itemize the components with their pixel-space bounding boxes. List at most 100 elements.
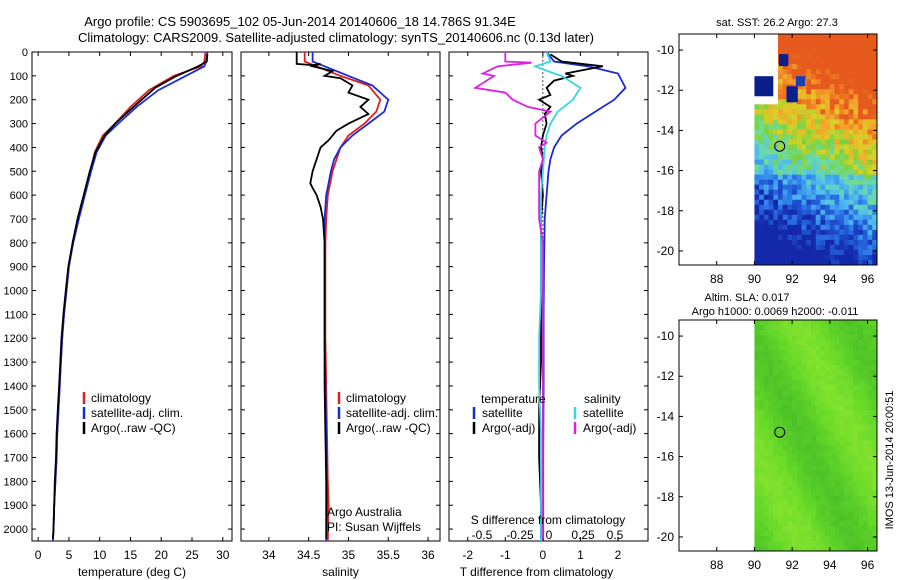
sla_map-cell: [834, 415, 840, 421]
sla_map-cell: [806, 540, 812, 547]
sst_map-cell: [801, 209, 807, 216]
sla_map-cell: [801, 420, 807, 426]
sla_map-cell: [839, 530, 845, 537]
sst_map-cell: [867, 204, 873, 211]
sst_map-cell: [768, 209, 774, 216]
sla_map-cell: [862, 450, 868, 456]
sla_map-cell: [792, 520, 798, 527]
sst_map-cell: [825, 209, 831, 216]
sst_map-cell: [792, 49, 798, 55]
sst_map-cell: [825, 129, 831, 135]
sla_map-cell: [834, 380, 840, 386]
sla_map-cell: [862, 530, 868, 537]
sst_map-cell: [778, 249, 784, 256]
sla_map-cell: [872, 420, 877, 426]
sla_map-cell: [867, 485, 873, 492]
sla_map-cell: [811, 425, 817, 431]
sst_map-cell: [848, 49, 854, 55]
sst_map-cell: [820, 99, 826, 105]
depth-tick-label: 1500: [4, 405, 28, 417]
sst_map-cell: [844, 84, 850, 90]
sla_map-cell: [815, 415, 821, 421]
sla_map-cell: [853, 475, 859, 482]
sst_map-cell: [867, 89, 873, 95]
sst_map-cell: [811, 139, 817, 145]
sla_map-cell: [815, 410, 821, 416]
sla_map-cell: [754, 435, 760, 441]
sla_map-cell: [778, 380, 784, 386]
sla_map-cell: [815, 530, 821, 537]
sst_map-cell: [811, 249, 817, 256]
sla_map-cell: [844, 470, 850, 477]
sst_map-cell: [844, 164, 850, 170]
sst_map-cell: [844, 224, 850, 231]
sst_map-cell: [872, 44, 877, 50]
sla_map-cell: [792, 505, 798, 512]
sla_map-cell: [792, 525, 798, 532]
sst_map-cell: [867, 119, 873, 125]
difference-top-tick-label: -0.25: [506, 528, 534, 542]
sst_map-cell: [829, 219, 835, 226]
sst_map-cell: [839, 189, 845, 196]
sst_map-cell: [820, 244, 826, 251]
sst_map-cell: [872, 84, 877, 90]
sla_map-cell: [759, 440, 765, 446]
sst_map-cell: [801, 59, 807, 65]
sla_map-cell: [820, 475, 826, 482]
sla_map-cell: [759, 415, 765, 421]
sst_map-cell: [839, 84, 845, 90]
sst_map-cell: [811, 154, 817, 160]
sst_map-cell: [829, 179, 835, 186]
sla_map-cell: [844, 475, 850, 482]
sst_map-cell: [796, 239, 802, 246]
sst_map-cell: [867, 149, 873, 155]
depth-tick-label: 2000: [4, 524, 28, 536]
sst_map-cell: [806, 99, 812, 105]
sla_map-cell: [848, 520, 854, 527]
sla_map-cell: [768, 425, 774, 431]
sst_map-cell: [759, 224, 765, 231]
sst_map-cell: [829, 119, 835, 125]
sla_map-cell: [867, 460, 873, 467]
sst_map-cell: [787, 144, 793, 150]
sst_map-cell: [862, 69, 868, 75]
sla_map-cell: [815, 365, 821, 371]
sla_map-cell: [834, 425, 840, 431]
sla_map-cell: [787, 470, 793, 477]
salinity-plot-frame: [240, 51, 441, 542]
sst_map-cell: [844, 204, 850, 211]
sst_map-cell: [872, 54, 877, 60]
sla_map-cell: [778, 390, 784, 396]
sla_map-cell: [820, 485, 826, 492]
sla_map-cell: [768, 400, 774, 406]
sla_map-cell: [778, 405, 784, 411]
sst_map-cell: [844, 124, 850, 130]
sst_map-cell: [862, 129, 868, 135]
sla_map-cell: [848, 350, 854, 356]
sst_map-cell: [862, 179, 868, 186]
sla_map-cell: [759, 340, 765, 346]
sst_map-cell: [792, 244, 798, 251]
sst_map-cell: [792, 104, 798, 110]
sla_map-cell: [858, 440, 864, 446]
sst_map-cell: [773, 234, 779, 241]
sla_map-cell: [858, 480, 864, 487]
sla_map-cell: [773, 465, 779, 472]
sla_map-cell: [839, 495, 845, 502]
sla_map-cell: [773, 495, 779, 502]
sst_map-cell: [825, 259, 831, 265]
sla_map-cell: [834, 470, 840, 477]
sla_map-cell: [839, 545, 845, 551]
sst_map-cell: [858, 144, 864, 150]
sst_map-xtick-label: 94: [823, 272, 837, 286]
sst_map-cell: [858, 259, 864, 265]
sst_map-cell: [796, 169, 802, 176]
sla_map-cell: [801, 355, 807, 361]
sla_map-cell: [844, 345, 850, 351]
sst_map-cell: [773, 129, 779, 135]
sla_map-cell: [763, 335, 769, 341]
sla_map-cell: [801, 365, 807, 371]
sla_map-cell: [787, 405, 793, 411]
sst_map-cell: [829, 239, 835, 246]
sst_map-cell: [815, 129, 821, 135]
